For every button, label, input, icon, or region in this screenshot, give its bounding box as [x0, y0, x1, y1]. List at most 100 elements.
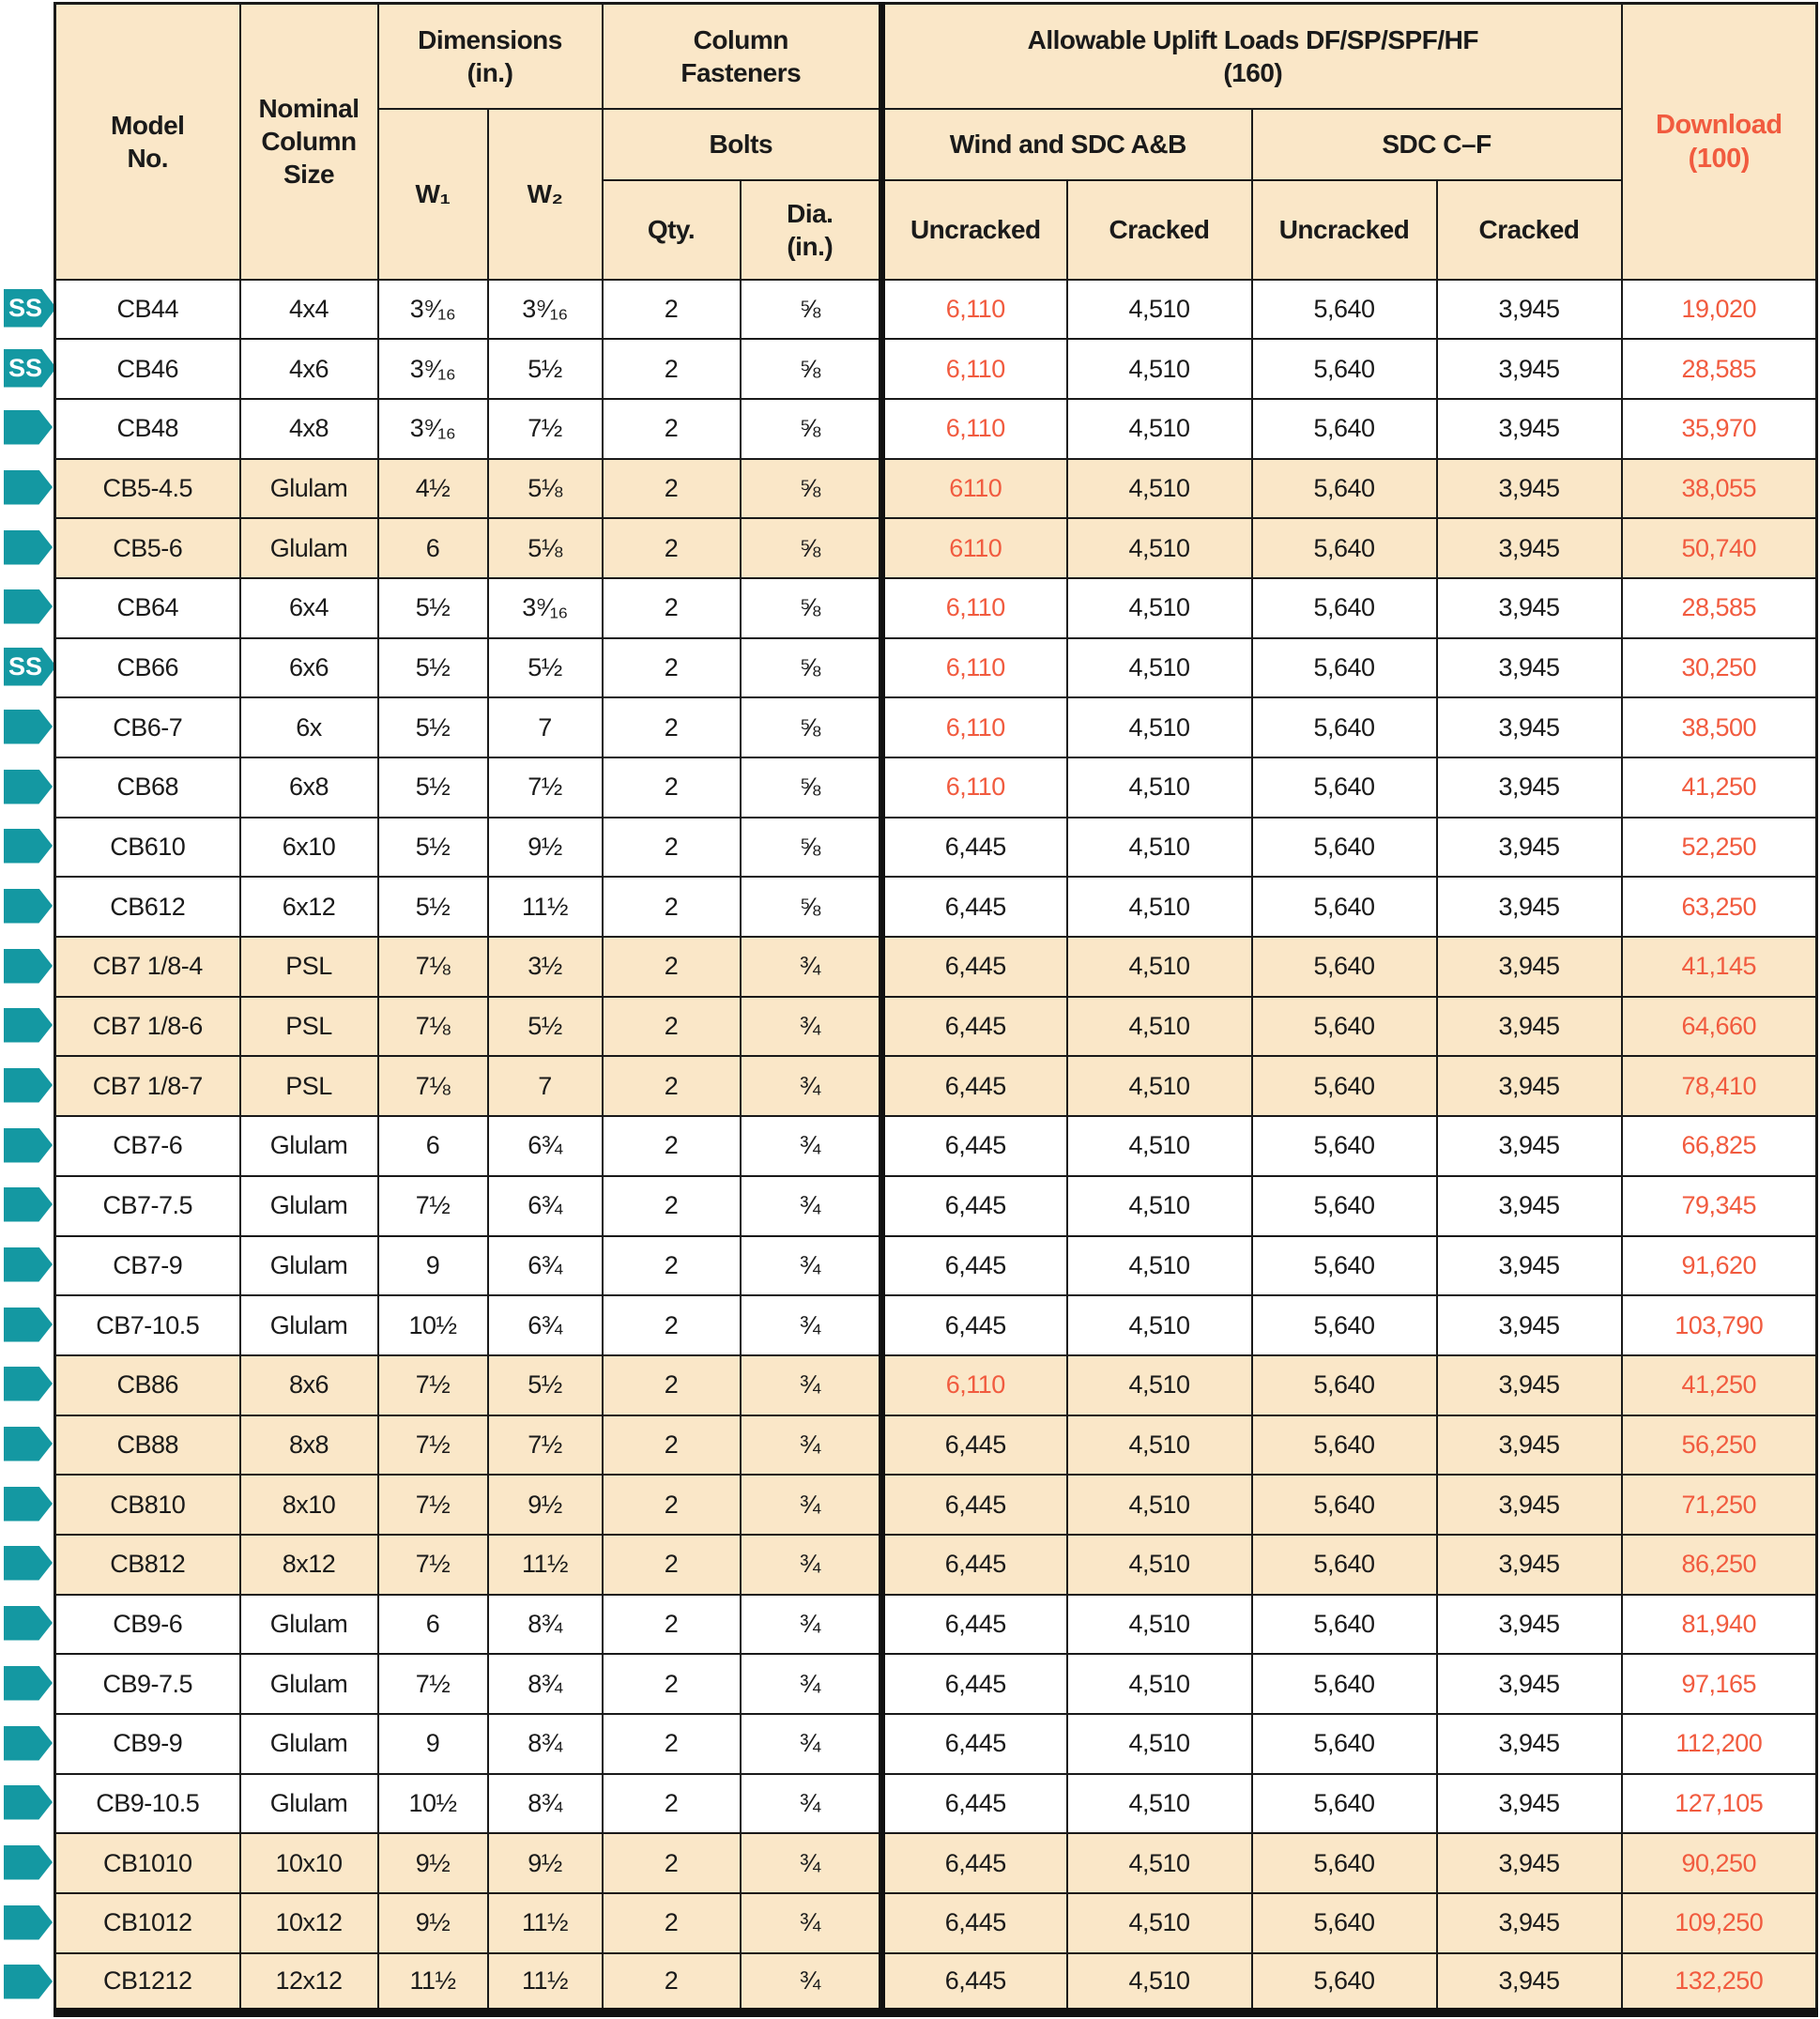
sdc-cracked-cell: 3,945 — [1435, 1234, 1623, 1297]
download-cell: 109,250 — [1620, 1892, 1818, 1954]
bolt-dia-cell: ⅝ — [739, 757, 883, 818]
table-row: CB1010 10x10 9½ 9½ 2 ¾ 6,445 4,510 5,640 3,945 90,… — [54, 1832, 1818, 1895]
table-row: CB5-4.5 Glulam 4½ 5⅛ 2 ⅝ 6110 4,510 5,640 3,945 38… — [54, 457, 1818, 520]
sdc-cracked-cell: 3,945 — [1435, 338, 1623, 400]
model-no-cell: CB7 1/8-7 — [54, 1055, 241, 1118]
wind-uncracked-cell: 6110 — [879, 457, 1068, 520]
wind-cracked-cell: 4,510 — [1065, 1055, 1253, 1118]
sdc-uncracked-cell: 5,640 — [1250, 1653, 1438, 1715]
nominal-size-cell: 6x4 — [238, 576, 379, 639]
cb-allowable-loads-table: Model No. Nominal Column Size Dimensions… — [54, 2, 1819, 2018]
sdc-uncracked-cell: 5,640 — [1250, 1593, 1438, 1656]
bolt-dia-cell: ⅝ — [739, 457, 883, 520]
nominal-size-cell: 6x12 — [238, 876, 379, 939]
wind-uncracked-cell: 6,445 — [879, 876, 1068, 939]
download-cell: 41,250 — [1620, 757, 1818, 818]
bolt-qty-cell: 2 — [601, 1951, 742, 2014]
sdc-cracked-cell: 3,945 — [1435, 1055, 1623, 1118]
wind-uncracked-cell: 6,110 — [879, 636, 1068, 699]
w2-cell: 8¾ — [486, 1772, 604, 1835]
wind-uncracked-cell: 6,445 — [879, 1713, 1068, 1775]
sdc-uncracked-cell: 5,640 — [1250, 1414, 1438, 1476]
w2-cell: 7½ — [486, 1414, 604, 1476]
bolt-dia-cell: ⅝ — [739, 576, 883, 639]
header-sdc-cracked: Cracked — [1435, 178, 1623, 281]
wind-cracked-cell: 4,510 — [1065, 1653, 1253, 1715]
w2-cell: 5½ — [486, 636, 604, 699]
sdc-cracked-cell: 3,945 — [1435, 1892, 1623, 1954]
model-no-cell: CB9-6 — [54, 1593, 241, 1656]
bolt-qty-cell: 2 — [601, 1533, 742, 1596]
table-row: CB64 6x4 5½ 3⁹⁄₁₆ 2 ⅝ 6,110 4,510 5,640 3,945 28,5… — [54, 576, 1818, 639]
model-no-cell: CB7 1/8-6 — [54, 995, 241, 1058]
wind-cracked-cell: 4,510 — [1065, 1234, 1253, 1297]
download-cell: 90,250 — [1620, 1832, 1818, 1895]
w2-cell: 6¾ — [486, 1294, 604, 1356]
bolt-dia-cell: ¾ — [739, 1832, 883, 1895]
table-row: CB7-7.5 Glulam 7½ 6¾ 2 ¾ 6,445 4,510 5,640 3,945 7… — [54, 1174, 1818, 1237]
wind-cracked-cell: 4,510 — [1065, 1474, 1253, 1536]
w1-cell: 9 — [376, 1713, 489, 1775]
model-no-cell: CB1212 — [54, 1951, 241, 2014]
row-arrow-icon — [4, 948, 53, 984]
header-column-fasteners-group: Column Fasteners — [601, 2, 883, 110]
sdc-cracked-cell: 3,945 — [1435, 457, 1623, 520]
wind-uncracked-cell: 6,110 — [879, 576, 1068, 639]
row-arrow-icon — [4, 1665, 53, 1701]
bolt-dia-cell: ¾ — [739, 1294, 883, 1356]
sdc-cracked-cell: 3,945 — [1435, 1713, 1623, 1775]
wind-uncracked-cell: 6,445 — [879, 1533, 1068, 1596]
sdc-cracked-cell: 3,945 — [1435, 816, 1623, 879]
nominal-size-cell: 10x10 — [238, 1832, 379, 1895]
model-no-cell: CB46 — [54, 338, 241, 400]
nominal-size-cell: 8x10 — [238, 1474, 379, 1536]
sdc-uncracked-cell: 5,640 — [1250, 1055, 1438, 1118]
download-cell: 97,165 — [1620, 1653, 1818, 1715]
row-arrow-icon — [4, 1247, 53, 1282]
wind-cracked-cell: 4,510 — [1065, 636, 1253, 699]
bolt-qty-cell: 2 — [601, 457, 742, 520]
w1-cell: 9 — [376, 1234, 489, 1297]
w1-cell: 11½ — [376, 1951, 489, 2014]
w1-cell: 5½ — [376, 576, 489, 639]
sdc-uncracked-cell: 5,640 — [1250, 1115, 1438, 1177]
w2-cell: 5½ — [486, 338, 604, 400]
sdc-uncracked-cell: 5,640 — [1250, 1294, 1438, 1356]
bolt-dia-cell: ⅝ — [739, 517, 883, 579]
w2-cell: 9½ — [486, 1832, 604, 1895]
wind-cracked-cell: 4,510 — [1065, 517, 1253, 579]
nominal-size-cell: Glulam — [238, 1174, 379, 1237]
bolt-qty-cell: 2 — [601, 1892, 742, 1954]
sdc-cracked-cell: 3,945 — [1435, 1174, 1623, 1237]
table-row: CB9-7.5 Glulam 7½ 8¾ 2 ¾ 6,445 4,510 5,640 3,945 9… — [54, 1653, 1818, 1715]
wind-uncracked-cell: 6,110 — [879, 397, 1068, 460]
sdc-cracked-cell: 3,945 — [1435, 1414, 1623, 1476]
bolt-dia-cell: ¾ — [739, 1354, 883, 1416]
nominal-size-cell: PSL — [238, 1055, 379, 1118]
model-no-cell: CB86 — [54, 1354, 241, 1416]
row-arrow-icon — [4, 1186, 53, 1222]
download-cell: 64,660 — [1620, 995, 1818, 1058]
header-w2: W₂ — [486, 107, 604, 281]
nominal-size-cell: Glulam — [238, 1772, 379, 1835]
marker-column: SS SS SS — [0, 0, 56, 2019]
download-cell: 38,500 — [1620, 696, 1818, 758]
header-sdc-cf: SDC C–F — [1250, 107, 1623, 181]
wind-uncracked-cell: 6,110 — [879, 338, 1068, 400]
w1-cell: 9½ — [376, 1832, 489, 1895]
wind-uncracked-cell: 6110 — [879, 517, 1068, 579]
wind-cracked-cell: 4,510 — [1065, 936, 1253, 998]
row-arrow-icon — [4, 1067, 53, 1103]
nominal-size-cell: Glulam — [238, 1234, 379, 1297]
sdc-uncracked-cell: 5,640 — [1250, 1892, 1438, 1954]
sdc-cracked-cell: 3,945 — [1435, 936, 1623, 998]
download-cell: 63,250 — [1620, 876, 1818, 939]
nominal-size-cell: 4x8 — [238, 397, 379, 460]
sdc-cracked-cell: 3,945 — [1435, 1772, 1623, 1835]
w2-cell: 6¾ — [486, 1174, 604, 1237]
bolt-dia-cell: ¾ — [739, 1414, 883, 1476]
wind-cracked-cell: 4,510 — [1065, 816, 1253, 879]
wind-cracked-cell: 4,510 — [1065, 397, 1253, 460]
bolt-dia-cell: ¾ — [739, 1713, 883, 1775]
download-cell: 41,145 — [1620, 936, 1818, 998]
